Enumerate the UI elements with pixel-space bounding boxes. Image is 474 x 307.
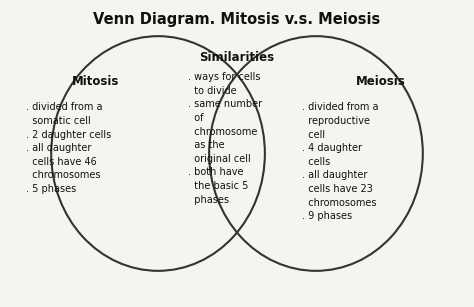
Text: . divided from a
  reproductive
  cell
. 4 daughter
  cells
. all daughter
  cel: . divided from a reproductive cell . 4 d…	[302, 102, 379, 221]
Text: Similarities: Similarities	[200, 51, 274, 64]
Text: Meiosis: Meiosis	[356, 75, 405, 88]
Text: . ways for cells
  to divide
. same number
  of
  chromosome
  as the
  original: . ways for cells to divide . same number…	[188, 72, 262, 205]
Text: Venn Diagram. Mitosis v.s. Meiosis: Venn Diagram. Mitosis v.s. Meiosis	[93, 12, 381, 27]
Text: Mitosis: Mitosis	[72, 75, 119, 88]
Text: . divided from a
  somatic cell
. 2 daughter cells
. all daughter
  cells have 4: . divided from a somatic cell . 2 daught…	[26, 102, 111, 194]
